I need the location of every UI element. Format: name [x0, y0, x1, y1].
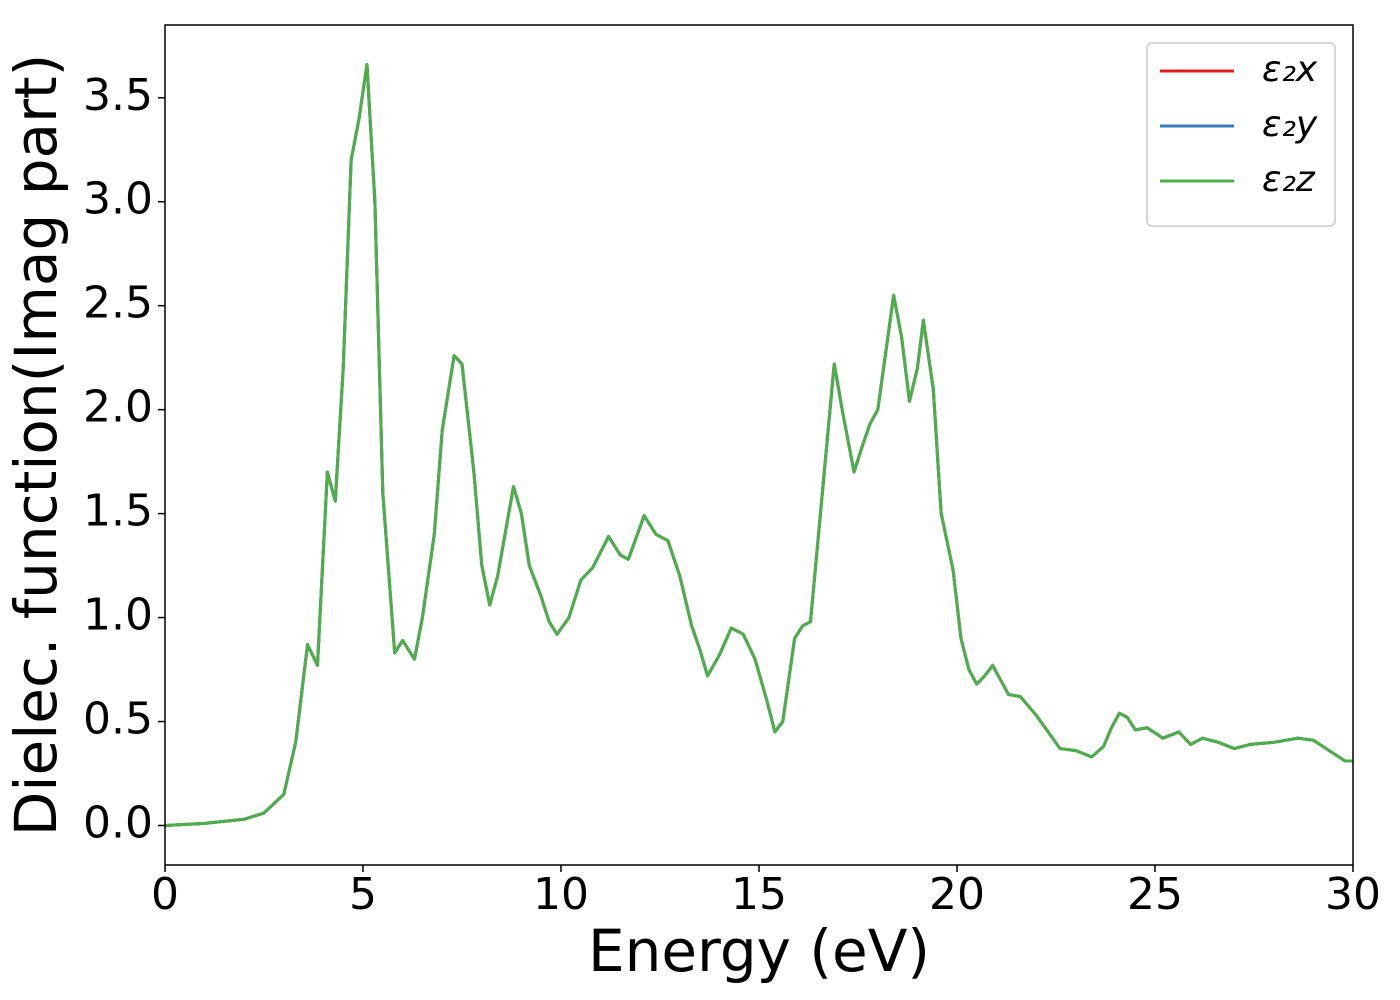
x-tick-label: 30 — [1325, 869, 1381, 920]
plot-frame — [164, 24, 1354, 866]
legend-label: ε₂y — [1262, 104, 1318, 145]
y-tick-label: 3.5 — [83, 70, 153, 121]
x-tick-label: 25 — [1127, 869, 1183, 920]
y-tick-label: 3.0 — [83, 174, 153, 225]
x-tick-label: 5 — [349, 869, 377, 920]
legend-label: ε₂x — [1262, 49, 1318, 90]
x-tick-label: 15 — [731, 869, 787, 920]
x-tick-label: 0 — [151, 869, 179, 920]
legend-label: ε₂z — [1262, 159, 1316, 200]
y-axis-label: Dielec. function(Imag part) — [2, 54, 70, 837]
x-tick-label: 20 — [929, 869, 985, 920]
x-axis-label: Energy (eV) — [588, 917, 930, 985]
y-tick-label: 2.0 — [83, 382, 153, 433]
y-tick-label: 0.0 — [83, 797, 153, 848]
x-tick-label: 10 — [533, 869, 589, 920]
y-tick-label: 0.5 — [83, 694, 153, 745]
y-tick-label: 1.5 — [83, 486, 153, 537]
y-tick-label: 2.5 — [83, 278, 153, 329]
series-line — [165, 63, 1353, 827]
y-tick-label: 1.0 — [83, 590, 153, 641]
